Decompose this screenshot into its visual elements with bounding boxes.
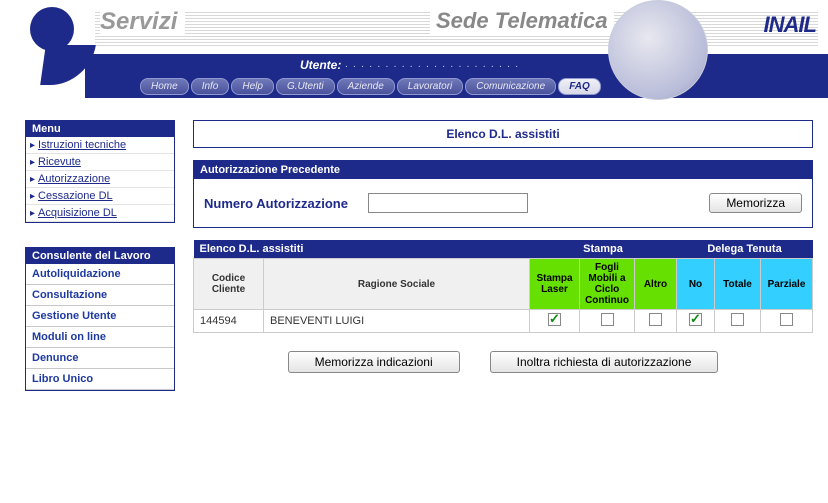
menu2-link-consultazione[interactable]: Consultazione [32, 289, 107, 301]
nav-lavoratori[interactable]: Lavoratori [397, 78, 463, 95]
col-ragione: Ragione Sociale [264, 259, 530, 310]
table-cell [715, 310, 761, 333]
grid-table: Elenco D.L. assistiti Stampa Delega Tenu… [193, 240, 813, 333]
memorizza-button[interactable]: Memorizza [709, 193, 802, 213]
col-no: No [677, 259, 715, 310]
utente-row: Utente: · · · · · · · · · · · · · · · · … [300, 58, 519, 72]
arrow-icon: ▸ [30, 208, 35, 219]
nav-home[interactable]: Home [140, 78, 189, 95]
menu-link-autorizzazione[interactable]: Autorizzazione [38, 173, 110, 185]
col-codice: Codice Cliente [194, 259, 264, 310]
arrow-icon: ▸ [30, 140, 35, 151]
auth-panel: Autorizzazione Precedente Numero Autoriz… [193, 160, 813, 228]
main-area: Elenco D.L. assistiti Autorizzazione Pre… [193, 120, 813, 373]
arrow-icon: ▸ [30, 174, 35, 185]
num-auth-label: Numero Autorizzazione [204, 196, 348, 211]
table-row: 144594BENEVENTI LUIGI [194, 310, 813, 333]
nav-help[interactable]: Help [231, 78, 274, 95]
action-row: Memorizza indicazioni Inoltra richiesta … [193, 351, 813, 373]
checkbox[interactable] [601, 313, 614, 326]
menu2-denunce[interactable]: Denunce [26, 348, 174, 369]
servizi-label: Servizi [100, 8, 185, 36]
grid-head-elenco: Elenco D.L. assistiti [194, 240, 530, 259]
menu2-consultazione[interactable]: Consultazione [26, 285, 174, 306]
checkbox[interactable] [649, 313, 662, 326]
menu2-link-autoliquidazione[interactable]: Autoliquidazione [32, 268, 121, 280]
top-nav: Home Info Help G.Utenti Aziende Lavorato… [140, 78, 601, 95]
grid-head-stampa: Stampa [530, 240, 677, 259]
menu-link-istruzioni[interactable]: Istruzioni tecniche [38, 139, 126, 151]
nav-info[interactable]: Info [191, 78, 230, 95]
menu-title: Menu [26, 121, 174, 137]
menu2-link-gestione[interactable]: Gestione Utente [32, 310, 116, 322]
menu-box: Menu ▸Istruzioni tecniche ▸Ricevute ▸Aut… [25, 120, 175, 223]
menu-item-cessazione[interactable]: ▸Cessazione DL [26, 188, 174, 205]
table-cell [530, 310, 580, 333]
col-fogli: Fogli Mobili a Ciclo Continuo [580, 259, 635, 310]
checkbox[interactable] [548, 313, 561, 326]
table-cell: 144594 [194, 310, 264, 333]
col-stampa-laser: Stampa Laser [530, 259, 580, 310]
menu-item-acquisizione[interactable]: ▸Acquisizione DL [26, 205, 174, 222]
col-parziale: Parziale [761, 259, 813, 310]
menu-item-istruzioni[interactable]: ▸Istruzioni tecniche [26, 137, 174, 154]
menu2-link-denunce[interactable]: Denunce [32, 352, 78, 364]
elenco-title: Elenco D.L. assistiti [194, 121, 812, 147]
table-cell [635, 310, 677, 333]
table-cell [761, 310, 813, 333]
checkbox[interactable] [689, 313, 702, 326]
auth-panel-head: Autorizzazione Precedente [194, 161, 812, 179]
inoltra-richiesta-button[interactable]: Inoltra richiesta di autorizzazione [490, 351, 719, 373]
table-cell [580, 310, 635, 333]
arrow-icon: ▸ [30, 157, 35, 168]
sede-label: Sede Telematica [430, 8, 614, 34]
elenco-panel: Elenco D.L. assistiti [193, 120, 813, 148]
memorizza-indicazioni-button[interactable]: Memorizza indicazioni [288, 351, 460, 373]
brand-label: INAIL [764, 12, 816, 38]
menu-link-ricevute[interactable]: Ricevute [38, 156, 81, 168]
menu-link-acquisizione[interactable]: Acquisizione DL [38, 207, 117, 219]
utente-value: · · · · · · · · · · · · · · · · · · · · … [345, 61, 520, 72]
nav-gutenti[interactable]: G.Utenti [276, 78, 335, 95]
menu-box-consulente: Consulente del Lavoro Autoliquidazione C… [25, 247, 175, 391]
menu2-link-libro[interactable]: Libro Unico [32, 373, 93, 385]
hand-image [608, 0, 708, 100]
nav-faq[interactable]: FAQ [558, 78, 601, 95]
menu2-title: Consulente del Lavoro [26, 248, 174, 264]
arrow-icon: ▸ [30, 191, 35, 202]
checkbox[interactable] [731, 313, 744, 326]
sidebar: Menu ▸Istruzioni tecniche ▸Ricevute ▸Aut… [25, 120, 175, 415]
table-cell [677, 310, 715, 333]
menu-item-ricevute[interactable]: ▸Ricevute [26, 154, 174, 171]
utente-label: Utente: [300, 58, 341, 72]
col-totale: Totale [715, 259, 761, 310]
checkbox[interactable] [780, 313, 793, 326]
col-altro: Altro [635, 259, 677, 310]
menu-item-autorizzazione[interactable]: ▸Autorizzazione [26, 171, 174, 188]
nav-comunicazione[interactable]: Comunicazione [465, 78, 556, 95]
menu2-link-moduli[interactable]: Moduli on line [32, 331, 106, 343]
page-header: Servizi Sede Telematica INAIL Utente: · … [0, 0, 828, 100]
menu-link-cessazione[interactable]: Cessazione DL [38, 190, 113, 202]
menu2-libro[interactable]: Libro Unico [26, 369, 174, 390]
num-auth-input[interactable] [368, 193, 528, 213]
grid-head-delega: Delega Tenuta [677, 240, 813, 259]
nav-aziende[interactable]: Aziende [337, 78, 395, 95]
menu2-autoliquidazione[interactable]: Autoliquidazione [26, 264, 174, 285]
menu2-gestione[interactable]: Gestione Utente [26, 306, 174, 327]
menu2-moduli[interactable]: Moduli on line [26, 327, 174, 348]
table-cell: BENEVENTI LUIGI [264, 310, 530, 333]
